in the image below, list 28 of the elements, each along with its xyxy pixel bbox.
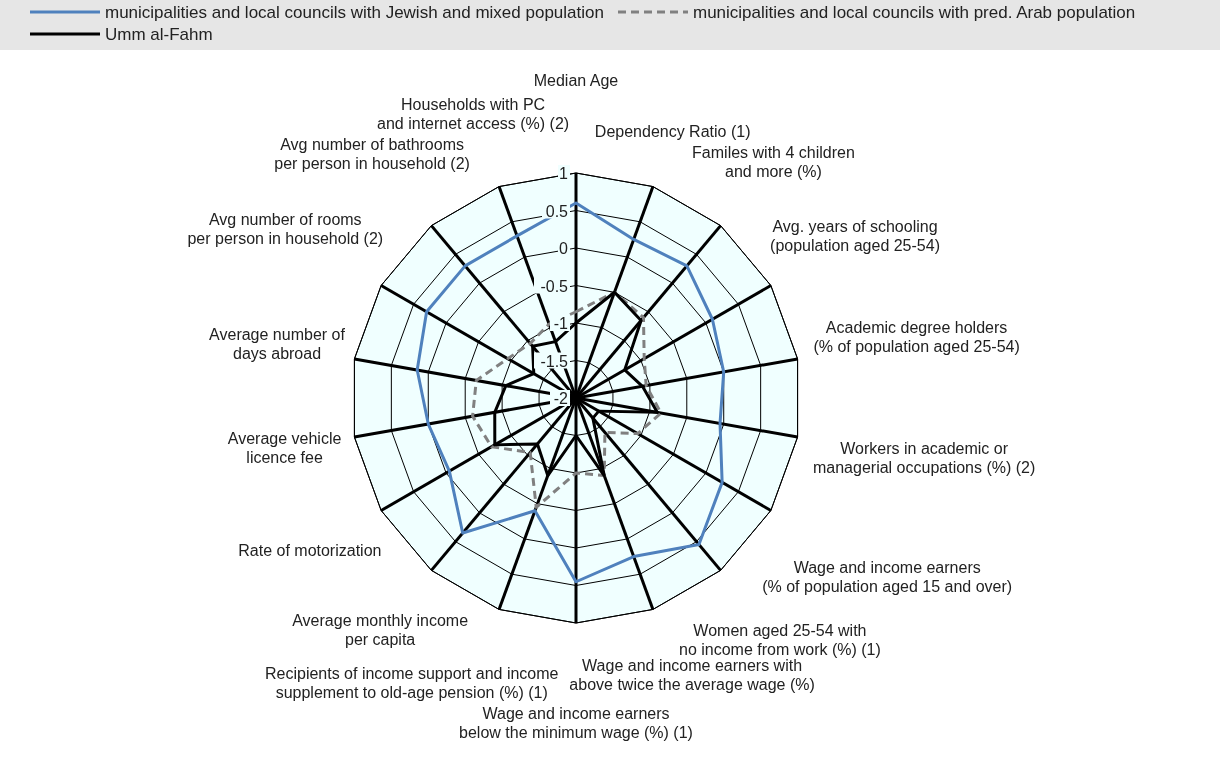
spoke-label: Avg. years of schooling (population aged 25-54): [770, 217, 940, 254]
spoke-label: Familes with 4 children and more (%): [692, 143, 855, 180]
y-tick-label: -1.5: [540, 352, 569, 370]
y-tick-label: 1: [559, 165, 569, 182]
spoke-label: Avg number of rooms per person in household (2): [187, 211, 384, 248]
spoke-label: Average number of days abroad: [209, 326, 346, 363]
spoke-label: Wage and income earners (% of population aged 15 and over): [762, 558, 1013, 595]
spoke-label: Avg number of bathrooms per person in household (2): [274, 135, 470, 172]
spoke-label: Dependency Ratio (1): [594, 122, 751, 140]
spoke-label: Wage and income earners with above twice the average wage (%): [569, 656, 815, 693]
spoke-label: Academic degree holders (% of population aged 25-54): [813, 318, 1020, 355]
spoke-label: Wage and income earners below the minimum wage (%) (1): [459, 705, 693, 741]
spoke-label: Women aged 25-54 with no income from work (%) (1): [679, 622, 881, 659]
y-tick-label: 0.5: [545, 202, 569, 220]
y-tick-label: -0.5: [540, 277, 569, 295]
spoke-label: Households with PC and internet access (%) (2): [377, 96, 570, 133]
spoke-label: Workers in academic or managerial occupations (%) (2): [812, 440, 1036, 477]
y-tick-label: 0: [559, 240, 569, 257]
spoke-label: Recipients of income support and income supplement to old-age pension (%) (1): [264, 665, 559, 702]
spoke-label: Average monthly income per capita: [292, 612, 469, 649]
y-tick-label: -2: [553, 390, 569, 407]
spoke-label: Median Age: [533, 72, 619, 89]
spoke-label: Rate of motorization: [238, 542, 382, 560]
y-tick-label: -1: [553, 315, 569, 332]
legend-label: municipalities and local councils with Jewish and mixed population: [105, 3, 604, 22]
legend-label: Umm al-Fahm: [105, 25, 213, 44]
legend-label: municipalities and local councils with pred. Arab population: [693, 3, 1136, 22]
spoke-label: Average vehicle licence fee: [227, 430, 342, 467]
